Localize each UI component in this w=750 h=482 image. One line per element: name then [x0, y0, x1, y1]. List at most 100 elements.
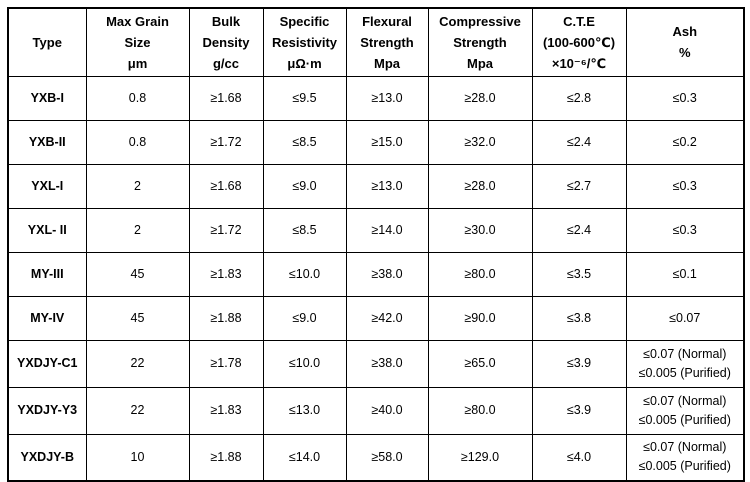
cell-line: ≥42.0	[371, 310, 403, 325]
header-line: Density	[202, 34, 250, 50]
cell-line: ≤8.5	[292, 134, 317, 149]
table-row: MY-III 45 ≥1.83 ≤10.0 ≥38.0 ≥80.0 ≤3.5 ≤0.1	[7, 251, 745, 297]
cell-line: ≤3.5	[566, 266, 592, 281]
cell-line: ≤0.3	[672, 222, 697, 237]
cell-line: ≥65.0	[464, 356, 496, 370]
cell-line: YXB-II	[28, 134, 66, 149]
cell-bulk_density: ≥1.68	[188, 75, 264, 121]
cell-type: YXDJY-Y3	[7, 386, 87, 435]
cell-flexural_strength: ≥15.0	[345, 119, 429, 165]
cell-bulk_density: ≥1.83	[188, 386, 264, 435]
cell-specific_resistivity: ≤8.5	[262, 119, 347, 165]
cell-line: ≤0.07 (Normal)	[643, 393, 727, 408]
cell-cte: ≤3.9	[531, 339, 627, 388]
cell-bulk_density: ≥1.83	[188, 251, 264, 297]
cell-specific_resistivity: ≤8.5	[262, 207, 347, 253]
cell-type: YXL- II	[7, 207, 87, 253]
cell-line: ≤10.0	[288, 266, 321, 281]
cell-cte: ≤2.4	[531, 207, 627, 253]
cell-line: ≤8.5	[292, 222, 317, 237]
header-line: Max Grain	[106, 13, 169, 29]
cell-line: ≥38.0	[371, 266, 403, 281]
cell-line: ≤14.0	[288, 449, 321, 464]
cell-specific_resistivity: ≤10.0	[262, 251, 347, 297]
header-line: g/cc	[212, 55, 239, 71]
cell-compressive_strength: ≥80.0	[427, 251, 533, 297]
cell-specific_resistivity: ≤14.0	[262, 433, 347, 482]
cell-flexural_strength: ≥58.0	[345, 433, 429, 482]
header-line: Specific	[279, 13, 330, 29]
cell-flexural_strength: ≥42.0	[345, 295, 429, 341]
cell-compressive_strength: ≥28.0	[427, 75, 533, 121]
cell-line: ≥40.0	[371, 403, 403, 417]
table-row: YXB-I 0.8 ≥1.68 ≤9.5 ≥13.0 ≥28.0 ≤2.8 ≤0.3	[7, 75, 745, 121]
cell-max_grain_size: 2	[85, 207, 190, 253]
cell-line: ≥38.0	[371, 356, 403, 370]
cell-line: 2	[134, 178, 141, 193]
cell-line: 2	[134, 222, 141, 237]
header-line: Resistivity	[271, 34, 338, 50]
cell-line: 10	[130, 449, 145, 464]
column-header-compressive_strength: Compressive Strength Mpa	[427, 7, 533, 77]
cell-ash: ≤0.07 (Normal) ≤0.005 (Purified)	[625, 433, 745, 482]
cell-line: ≤0.07 (Normal)	[643, 440, 727, 455]
cell-type: YXDJY-B	[7, 433, 87, 482]
header-line: Mpa	[467, 55, 493, 71]
cell-line: ≤2.7	[566, 178, 592, 193]
cell-line: ≥1.83	[210, 266, 242, 281]
cell-line: ≥13.0	[371, 178, 403, 193]
cell-max_grain_size: 22	[85, 386, 190, 435]
cell-line: ≥80.0	[464, 266, 496, 281]
cell-line: ≥129.0	[460, 449, 500, 464]
table-row: YXL- II 2 ≥1.72 ≤8.5 ≥14.0 ≥30.0 ≤2.4 ≤0.3	[7, 207, 745, 253]
cell-max_grain_size: 0.8	[85, 119, 190, 165]
table-row: YXDJY-B 10 ≥1.88 ≤14.0 ≥58.0 ≥129.0 ≤4.0 ≤0.07 …	[7, 433, 745, 482]
cell-max_grain_size: 45	[85, 251, 190, 297]
cell-type: YXDJY-C1	[7, 339, 87, 388]
cell-cte: ≤3.9	[531, 386, 627, 435]
cell-line: ≥58.0	[371, 449, 403, 464]
table-body: YXB-I 0.8 ≥1.68 ≤9.5 ≥13.0 ≥28.0 ≤2.8 ≤0.3 YXB-I…	[7, 75, 745, 482]
cell-bulk_density: ≥1.72	[188, 119, 264, 165]
cell-specific_resistivity: ≤9.0	[262, 295, 347, 341]
cell-ash: ≤0.1	[625, 251, 745, 297]
cell-line: YXDJY-B	[20, 449, 75, 464]
cell-line: ≥28.0	[464, 178, 496, 193]
cell-line: YXL- II	[27, 222, 67, 237]
cell-bulk_density: ≥1.78	[188, 339, 264, 388]
table-row: MY-IV 45 ≥1.88 ≤9.0 ≥42.0 ≥90.0 ≤3.8 ≤0.07	[7, 295, 745, 341]
cell-line: ≤0.005 (Purified)	[638, 365, 731, 380]
cell-line: ≤0.005 (Purified)	[638, 459, 731, 474]
table-row: YXB-II 0.8 ≥1.72 ≤8.5 ≥15.0 ≥32.0 ≤2.4 ≤0.2	[7, 119, 745, 165]
cell-line: YXL-I	[31, 178, 64, 193]
header-line: %	[678, 45, 691, 61]
header-line: Size	[124, 34, 151, 50]
cell-specific_resistivity: ≤10.0	[262, 339, 347, 388]
cell-cte: ≤2.7	[531, 163, 627, 209]
cell-line: 45	[130, 310, 145, 325]
cell-line: ≥14.0	[371, 222, 403, 237]
cell-cte: ≤3.5	[531, 251, 627, 297]
cell-bulk_density: ≥1.88	[188, 433, 264, 482]
cell-line: ≥1.78	[210, 356, 242, 370]
cell-ash: ≤0.3	[625, 75, 745, 121]
cell-line: 45	[130, 266, 145, 281]
cell-line: ≤10.0	[288, 356, 321, 370]
cell-specific_resistivity: ≤9.5	[262, 75, 347, 121]
cell-max_grain_size: 0.8	[85, 75, 190, 121]
cell-line: ≥15.0	[371, 134, 403, 149]
cell-line: ≥32.0	[464, 134, 496, 149]
cell-line: YXDJY-C1	[17, 356, 78, 370]
header-line: Strength	[360, 34, 414, 50]
cell-line: ≥90.0	[464, 310, 496, 325]
header-line: μΩ·m	[287, 55, 322, 71]
header-line: Mpa	[374, 55, 400, 71]
cell-max_grain_size: 2	[85, 163, 190, 209]
cell-line: ≤9.0	[292, 310, 317, 325]
cell-line: ≥1.72	[210, 222, 242, 237]
cell-flexural_strength: ≥14.0	[345, 207, 429, 253]
cell-flexural_strength: ≥38.0	[345, 339, 429, 388]
cell-line: 0.8	[128, 134, 147, 149]
cell-line: ≥1.88	[210, 310, 242, 325]
cell-max_grain_size: 45	[85, 295, 190, 341]
